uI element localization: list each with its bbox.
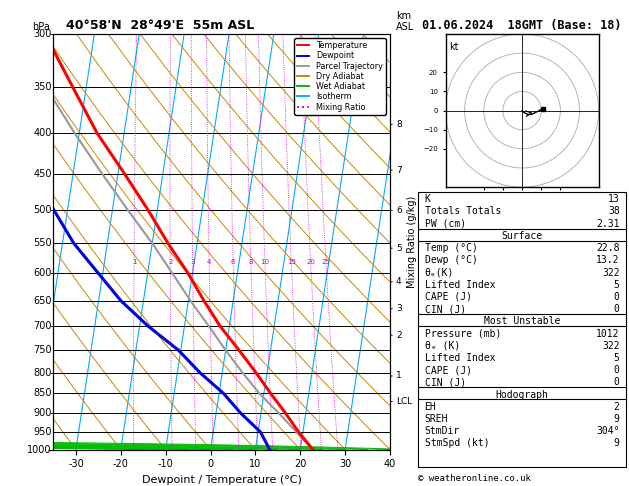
Text: 2: 2 bbox=[614, 402, 620, 412]
Text: 900: 900 bbox=[33, 408, 52, 418]
Text: Lifted Index: Lifted Index bbox=[425, 353, 495, 363]
Text: hPa: hPa bbox=[33, 21, 50, 32]
Text: 322: 322 bbox=[602, 267, 620, 278]
Text: 01.06.2024  18GMT (Base: 18): 01.06.2024 18GMT (Base: 18) bbox=[422, 19, 622, 33]
Text: 25: 25 bbox=[321, 259, 330, 264]
Text: 1: 1 bbox=[131, 259, 136, 264]
Text: 5: 5 bbox=[396, 243, 402, 253]
Text: 450: 450 bbox=[33, 169, 52, 179]
Text: kt: kt bbox=[449, 42, 459, 52]
Text: 15: 15 bbox=[287, 259, 296, 264]
Text: Temp (°C): Temp (°C) bbox=[425, 243, 477, 253]
Text: 2: 2 bbox=[396, 330, 402, 340]
Text: 750: 750 bbox=[33, 345, 52, 355]
Text: 2.31: 2.31 bbox=[596, 219, 620, 229]
Text: θₑ(K): θₑ(K) bbox=[425, 267, 454, 278]
Text: 8: 8 bbox=[396, 120, 402, 129]
Text: CIN (J): CIN (J) bbox=[425, 377, 465, 387]
Text: 38: 38 bbox=[608, 207, 620, 216]
Text: 0: 0 bbox=[614, 365, 620, 375]
Text: K: K bbox=[425, 194, 430, 204]
Text: Totals Totals: Totals Totals bbox=[425, 207, 501, 216]
Text: 1: 1 bbox=[396, 371, 402, 381]
Text: 304°: 304° bbox=[596, 426, 620, 436]
Text: 1000: 1000 bbox=[27, 445, 52, 454]
Text: 5: 5 bbox=[614, 280, 620, 290]
Text: 4: 4 bbox=[396, 278, 402, 286]
Text: CAPE (J): CAPE (J) bbox=[425, 292, 472, 302]
Text: 40°58'N  28°49'E  55m ASL: 40°58'N 28°49'E 55m ASL bbox=[66, 18, 254, 32]
Text: 700: 700 bbox=[33, 321, 52, 331]
Text: 5: 5 bbox=[614, 353, 620, 363]
Text: EH: EH bbox=[425, 402, 437, 412]
Text: 6: 6 bbox=[231, 259, 235, 264]
Text: Hodograph: Hodograph bbox=[496, 390, 548, 399]
Text: StmDir: StmDir bbox=[425, 426, 460, 436]
Text: θₑ (K): θₑ (K) bbox=[425, 341, 460, 351]
Text: 0: 0 bbox=[614, 377, 620, 387]
Text: 850: 850 bbox=[33, 388, 52, 399]
Text: 3: 3 bbox=[191, 259, 195, 264]
Text: PW (cm): PW (cm) bbox=[425, 219, 465, 229]
Text: 3: 3 bbox=[396, 304, 402, 313]
Text: © weatheronline.co.uk: © weatheronline.co.uk bbox=[418, 474, 531, 483]
Text: 600: 600 bbox=[33, 268, 52, 278]
Text: 9: 9 bbox=[614, 414, 620, 424]
Text: km
ASL: km ASL bbox=[396, 11, 415, 32]
Text: Lifted Index: Lifted Index bbox=[425, 280, 495, 290]
Text: Dewp (°C): Dewp (°C) bbox=[425, 255, 477, 265]
Text: Pressure (mb): Pressure (mb) bbox=[425, 329, 501, 339]
Text: 4: 4 bbox=[207, 259, 211, 264]
Text: CAPE (J): CAPE (J) bbox=[425, 365, 472, 375]
Text: 0: 0 bbox=[614, 304, 620, 314]
Text: 0: 0 bbox=[614, 292, 620, 302]
Text: Most Unstable: Most Unstable bbox=[484, 316, 560, 326]
Text: 13: 13 bbox=[608, 194, 620, 204]
Text: 22.8: 22.8 bbox=[596, 243, 620, 253]
Text: 2: 2 bbox=[168, 259, 172, 264]
Text: 550: 550 bbox=[33, 238, 52, 248]
Text: 8: 8 bbox=[248, 259, 253, 264]
Text: 350: 350 bbox=[33, 82, 52, 92]
Text: 10: 10 bbox=[260, 259, 269, 264]
Text: 20: 20 bbox=[306, 259, 315, 264]
Text: 650: 650 bbox=[33, 296, 52, 306]
X-axis label: Dewpoint / Temperature (°C): Dewpoint / Temperature (°C) bbox=[142, 475, 302, 485]
Text: 7: 7 bbox=[396, 166, 402, 174]
Legend: Temperature, Dewpoint, Parcel Trajectory, Dry Adiabat, Wet Adiabat, Isotherm, Mi: Temperature, Dewpoint, Parcel Trajectory… bbox=[294, 38, 386, 115]
Text: Mixing Ratio (g/kg): Mixing Ratio (g/kg) bbox=[407, 196, 417, 288]
Text: 500: 500 bbox=[33, 205, 52, 215]
Text: 6: 6 bbox=[396, 206, 402, 215]
Text: 950: 950 bbox=[33, 427, 52, 437]
Text: SREH: SREH bbox=[425, 414, 448, 424]
Text: 800: 800 bbox=[33, 367, 52, 378]
Text: Surface: Surface bbox=[501, 231, 543, 241]
Text: 1012: 1012 bbox=[596, 329, 620, 339]
Text: 300: 300 bbox=[33, 29, 52, 39]
Text: 13.2: 13.2 bbox=[596, 255, 620, 265]
Text: StmSpd (kt): StmSpd (kt) bbox=[425, 438, 489, 449]
Text: 322: 322 bbox=[602, 341, 620, 351]
Text: 9: 9 bbox=[614, 438, 620, 449]
Text: LCL: LCL bbox=[396, 397, 412, 406]
Text: CIN (J): CIN (J) bbox=[425, 304, 465, 314]
Text: 400: 400 bbox=[33, 128, 52, 139]
